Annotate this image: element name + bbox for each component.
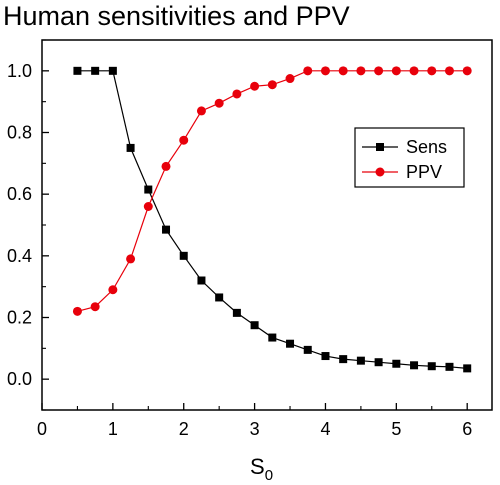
x-axis-label-subscript: 0 (265, 467, 273, 484)
data-point-sens (232, 308, 241, 317)
series-line-sens (77, 70, 468, 369)
data-point-ppv (143, 202, 153, 211)
data-point-ppv (356, 66, 366, 76)
legend-marker-sens (376, 143, 384, 151)
x-axis: 0 1 2 3 4 5 6 (37, 403, 472, 439)
plot-frame (41, 39, 493, 411)
x-tick-label: 0 (37, 419, 47, 439)
legend-box (354, 127, 465, 188)
data-point-ppv (232, 89, 242, 99)
data-point-ppv (285, 74, 295, 84)
data-point-sens (286, 339, 295, 348)
data-point-sens (268, 333, 277, 342)
x-axis-label-main: S (250, 454, 265, 479)
data-point-ppv (179, 135, 189, 145)
x-tick-label: 6 (462, 419, 472, 439)
legend-marker-ppv (375, 167, 385, 177)
data-point-ppv (320, 66, 330, 76)
x-tick-label: 4 (320, 419, 330, 439)
x-tick-label: 1 (108, 419, 118, 439)
data-point-sens (73, 66, 82, 75)
data-point-sens (321, 352, 330, 361)
data-point-sens (339, 355, 348, 364)
y-tick-label: 0.6 (7, 184, 32, 204)
data-point-sens (445, 362, 454, 371)
data-point-ppv (196, 106, 206, 116)
data-point-ppv (427, 66, 437, 76)
series-layer (72, 66, 472, 373)
data-point-ppv (391, 66, 401, 76)
data-point-sens (144, 185, 153, 194)
x-tick-label: 5 (391, 419, 401, 439)
data-point-sens (374, 358, 383, 367)
data-point-ppv (126, 254, 136, 264)
data-point-sens (179, 251, 188, 260)
data-point-sens (250, 321, 259, 330)
data-point-sens (108, 66, 117, 75)
legend: Sens PPV (354, 127, 465, 188)
data-point-ppv (90, 302, 100, 312)
x-axis-label: S0 (250, 454, 273, 484)
legend-label-ppv: PPV (406, 162, 442, 182)
data-point-ppv (161, 161, 171, 171)
data-point-sens (91, 66, 100, 75)
y-tick-label: 0.2 (7, 308, 32, 328)
data-point-ppv (72, 306, 82, 316)
data-point-sens (410, 361, 419, 370)
data-point-ppv (462, 66, 472, 76)
data-point-sens (356, 356, 365, 365)
data-point-ppv (250, 81, 260, 91)
chart-title: Human sensitivities and PPV (3, 1, 350, 31)
y-tick-label: 0.0 (7, 369, 32, 389)
data-point-sens (427, 362, 436, 371)
data-point-ppv (338, 66, 348, 76)
data-point-ppv (267, 80, 277, 90)
data-point-sens (162, 225, 171, 234)
x-tick-label: 3 (250, 419, 260, 439)
data-point-ppv (444, 66, 454, 76)
data-point-ppv (303, 66, 313, 76)
y-tick-label: 0.8 (7, 123, 32, 143)
y-tick-label: 1.0 (7, 61, 32, 81)
y-axis: 0.0 0.2 0.4 0.6 0.8 1.0 (7, 39, 49, 411)
data-point-sens (303, 345, 312, 354)
data-point-sens (197, 276, 206, 285)
data-point-sens (126, 143, 135, 152)
x-tick-label: 2 (179, 419, 189, 439)
data-point-sens (463, 364, 472, 373)
series-line-ppv (77, 70, 468, 312)
y-tick-label: 0.4 (7, 246, 32, 266)
data-point-sens (215, 293, 224, 302)
data-point-ppv (409, 66, 419, 76)
legend-label-sens: Sens (406, 137, 447, 157)
data-point-ppv (214, 98, 224, 108)
data-point-sens (392, 359, 401, 368)
data-point-ppv (374, 66, 384, 76)
data-point-ppv (108, 285, 118, 295)
